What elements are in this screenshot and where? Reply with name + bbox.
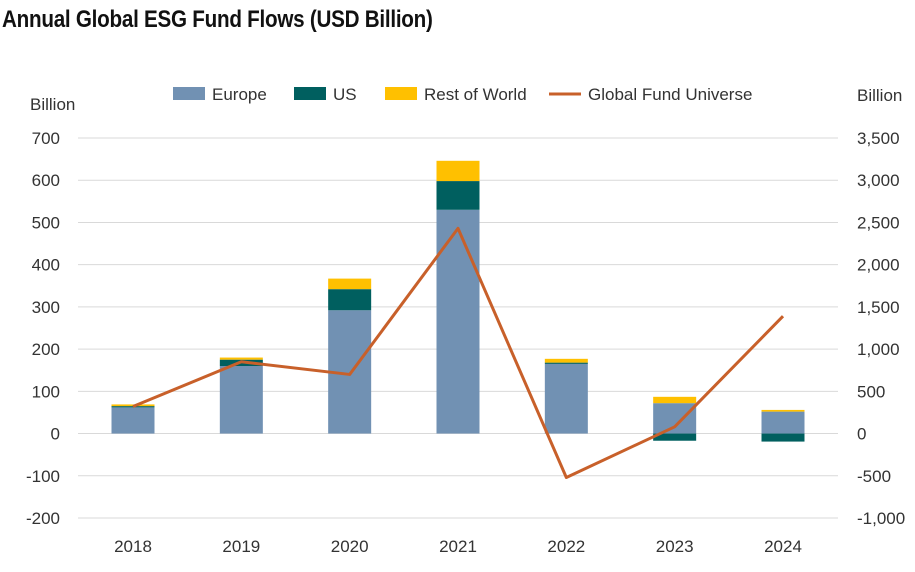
bar-europe [436,209,480,434]
y-right-tick-label: 2,500 [857,213,900,232]
x-tick-label: 2021 [439,537,477,556]
y-right-tick-label: 1,000 [857,340,900,359]
legend-label: Rest of World [424,85,527,104]
legend-swatch [385,87,417,100]
y-left-tick-label: 600 [32,171,60,190]
bar-us [544,362,588,364]
legend-swatch [294,87,326,100]
y-left-tick-label: 500 [32,213,60,232]
legend-europe: Europe [173,85,267,104]
axes: 700 600 500 400 300 200 100 0 -100 -200 3,500 3,000… [26,86,905,556]
legend-label: Global Fund Universe [588,85,752,104]
y-right-tick-label: 500 [857,382,885,401]
legend: Europe US Rest of World Global Fund Univers… [173,85,752,104]
line-series [132,226,785,479]
chart-title: Annual Global ESG Fund Flows (USD Billio… [2,6,433,33]
x-tick-label: 2020 [331,537,369,556]
legend-global-fund-universe: Global Fund Universe [549,85,752,104]
bar-us [761,433,805,442]
bars [111,160,805,442]
y-right-tick-label: 2,000 [857,256,900,275]
y-left-tick-label: 300 [32,298,60,317]
bar-us [653,433,697,441]
y-right-tick-label: 0 [857,425,866,444]
bar-europe [219,366,263,434]
y-right-axis-label: Billion [857,86,902,105]
legend-swatch [173,87,205,100]
y-left-tick-label: 400 [32,256,60,275]
x-tick-label: 2019 [222,537,260,556]
bar-europe [111,407,155,434]
y-left-tick-label: -200 [26,509,60,528]
bar-rest-of-world [328,278,372,290]
legend-rest-of-world: Rest of World [385,85,527,104]
y-right-tick-label: -1,000 [857,509,905,528]
bar-rest-of-world [436,160,480,182]
bar-us [328,289,372,311]
y-right-tick-label: 3,500 [857,129,900,148]
bar-us [436,181,480,210]
y-right-tick-label: -500 [857,467,891,486]
legend-us: US [294,85,357,104]
y-left-tick-label: 200 [32,340,60,359]
y-left-tick-label: -100 [26,467,60,486]
bar-europe [653,403,697,434]
x-tick-label: 2018 [114,537,152,556]
y-left-tick-label: 0 [51,425,60,444]
legend-label: US [333,85,357,104]
bar-rest-of-world [219,357,263,360]
bar-us [111,406,155,408]
bar-europe [544,363,588,434]
y-left-tick-label: 100 [32,382,60,401]
y-left-axis-label: Billion [30,95,75,114]
bar-rest-of-world [544,358,588,363]
bar-rest-of-world [761,409,805,412]
x-tick-label: 2022 [547,537,585,556]
y-right-tick-label: 1,500 [857,298,900,317]
bar-rest-of-world [653,396,697,404]
x-tick-label: 2023 [656,537,694,556]
bar-europe [761,411,805,434]
legend-label: Europe [212,85,267,104]
y-right-tick-label: 3,000 [857,171,900,190]
y-left-tick-label: 700 [32,129,60,148]
x-tick-label: 2024 [764,537,802,556]
